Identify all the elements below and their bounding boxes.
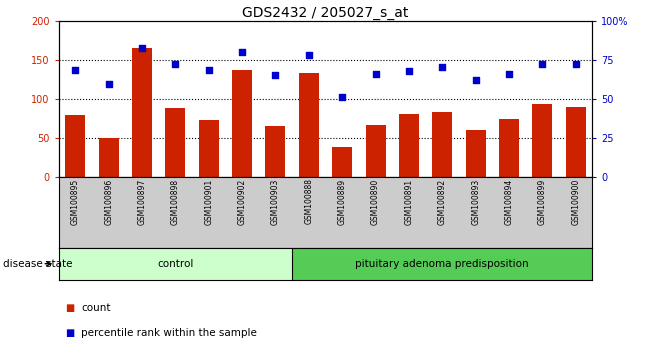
Text: GSM100902: GSM100902 — [238, 178, 247, 225]
Text: GSM100895: GSM100895 — [71, 178, 80, 225]
Point — [170, 61, 180, 67]
Text: GSM100900: GSM100900 — [571, 178, 580, 225]
Point — [70, 67, 81, 72]
Text: GSM100901: GSM100901 — [204, 178, 214, 225]
Point — [471, 77, 481, 82]
Bar — [292, 248, 592, 280]
Bar — [332, 147, 352, 177]
Point — [570, 61, 581, 67]
Text: ■: ■ — [65, 328, 74, 338]
Point — [237, 50, 247, 55]
Bar — [499, 119, 519, 177]
Bar — [199, 120, 219, 177]
Text: percentile rank within the sample: percentile rank within the sample — [81, 328, 257, 338]
Point — [437, 64, 447, 70]
Text: ■: ■ — [65, 303, 74, 313]
Bar — [299, 73, 319, 177]
Bar — [65, 115, 85, 177]
Text: GSM100893: GSM100893 — [471, 178, 480, 225]
Text: GSM100890: GSM100890 — [371, 178, 380, 225]
Text: GSM100903: GSM100903 — [271, 178, 280, 225]
Bar — [533, 104, 552, 177]
Text: GSM100889: GSM100889 — [338, 178, 347, 224]
Point — [404, 68, 414, 74]
Bar — [365, 125, 385, 177]
Point — [504, 72, 514, 77]
Bar — [465, 130, 486, 177]
Bar — [266, 126, 285, 177]
Point — [337, 94, 348, 99]
Text: control: control — [157, 259, 193, 269]
Text: GSM100891: GSM100891 — [404, 178, 413, 224]
Bar — [566, 107, 586, 177]
Title: GDS2432 / 205027_s_at: GDS2432 / 205027_s_at — [242, 6, 409, 20]
Bar — [432, 112, 452, 177]
Text: GSM100896: GSM100896 — [104, 178, 113, 225]
Point — [270, 72, 281, 78]
Text: GSM100892: GSM100892 — [437, 178, 447, 224]
Bar — [165, 108, 186, 177]
Text: GSM100894: GSM100894 — [505, 178, 514, 225]
Text: pituitary adenoma predisposition: pituitary adenoma predisposition — [355, 259, 529, 269]
Bar — [232, 69, 252, 177]
Text: GSM100897: GSM100897 — [137, 178, 146, 225]
Point — [370, 72, 381, 77]
Point — [137, 45, 147, 51]
Bar — [132, 48, 152, 177]
Text: GSM100888: GSM100888 — [304, 178, 313, 224]
Text: count: count — [81, 303, 111, 313]
Point — [204, 67, 214, 72]
Text: disease state: disease state — [3, 259, 73, 269]
Text: GSM100898: GSM100898 — [171, 178, 180, 224]
Point — [537, 61, 547, 67]
Point — [104, 81, 114, 86]
Bar — [99, 138, 118, 177]
Text: GSM100899: GSM100899 — [538, 178, 547, 225]
Point — [303, 52, 314, 58]
Bar — [399, 114, 419, 177]
